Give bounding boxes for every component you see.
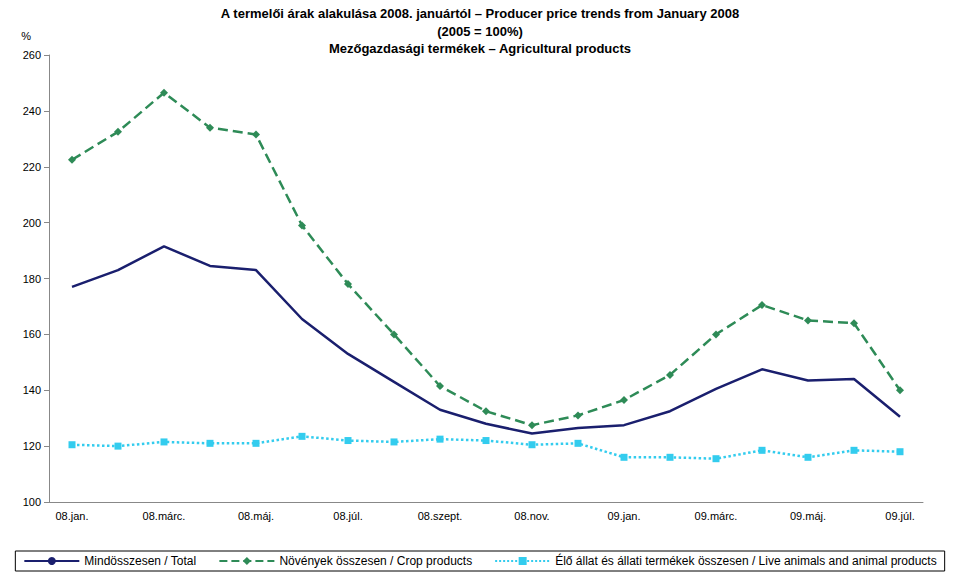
svg-text:Növények összesen / Crop produ: Növények összesen / Crop products — [279, 554, 472, 568]
svg-text:240: 240 — [23, 105, 41, 117]
svg-text:08.máj.: 08.máj. — [238, 510, 274, 522]
svg-text:220: 220 — [23, 161, 41, 173]
svg-text:100: 100 — [23, 496, 41, 508]
svg-text:Mezőgazdasági termékek – Agric: Mezőgazdasági termékek – Agricultural pr… — [329, 41, 631, 56]
svg-text:200: 200 — [23, 217, 41, 229]
svg-text:(2005 = 100%): (2005 = 100%) — [437, 24, 523, 39]
svg-text:09.máj.: 09.máj. — [790, 510, 826, 522]
svg-text:%: % — [21, 30, 31, 42]
svg-text:160: 160 — [23, 328, 41, 340]
svg-text:260: 260 — [23, 49, 41, 61]
svg-text:180: 180 — [23, 273, 41, 285]
svg-text:08.júl.: 08.júl. — [333, 510, 362, 522]
svg-text:A termelői árak alakulása 2008: A termelői árak alakulása 2008. januártó… — [221, 6, 739, 21]
svg-text:08.márc.: 08.márc. — [143, 510, 186, 522]
svg-text:09.júl.: 09.júl. — [885, 510, 914, 522]
svg-text:08.jan.: 08.jan. — [55, 510, 88, 522]
svg-text:09.márc.: 09.márc. — [695, 510, 738, 522]
svg-text:Élő állat és állati termékek ö: Élő állat és állati termékek összesen / … — [555, 553, 937, 568]
svg-text:120: 120 — [23, 440, 41, 452]
svg-text:08.szept.: 08.szept. — [418, 510, 463, 522]
svg-text:Mindösszesen / Total: Mindösszesen / Total — [84, 554, 196, 568]
svg-text:140: 140 — [23, 384, 41, 396]
svg-text:09.jan.: 09.jan. — [607, 510, 640, 522]
svg-text:08.nov.: 08.nov. — [514, 510, 549, 522]
